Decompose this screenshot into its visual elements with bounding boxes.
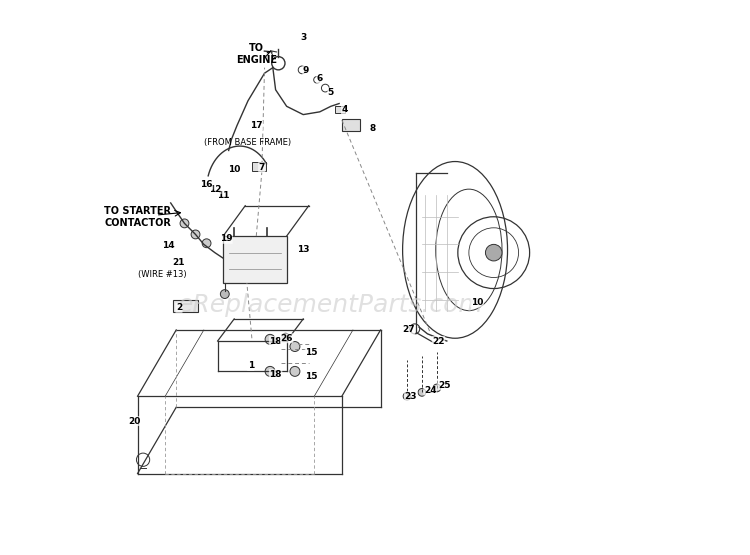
Circle shape: [220, 290, 230, 299]
Text: 3: 3: [300, 33, 306, 42]
Text: 27: 27: [402, 325, 415, 335]
Text: 19: 19: [220, 234, 232, 243]
Text: eReplacementParts.com: eReplacementParts.com: [178, 293, 484, 317]
Circle shape: [180, 219, 189, 228]
Text: (FROM BASE FRAME): (FROM BASE FRAME): [205, 138, 292, 147]
FancyBboxPatch shape: [224, 236, 286, 283]
Text: 23: 23: [405, 392, 417, 401]
Text: 9: 9: [303, 66, 309, 75]
Text: 14: 14: [161, 241, 174, 250]
Bar: [335, 107, 345, 113]
Circle shape: [433, 384, 441, 392]
Text: 12: 12: [209, 185, 221, 194]
Text: 10: 10: [228, 165, 240, 174]
Text: 11: 11: [217, 191, 229, 200]
Text: 15: 15: [305, 347, 318, 356]
Text: 8: 8: [369, 124, 375, 133]
Text: 18: 18: [269, 336, 282, 346]
Text: TO
ENGINE: TO ENGINE: [236, 43, 277, 64]
Text: 2: 2: [176, 304, 182, 312]
Text: 22: 22: [432, 336, 445, 346]
Text: 20: 20: [128, 417, 141, 426]
Text: 6: 6: [316, 74, 323, 83]
Text: 4: 4: [341, 104, 348, 114]
Text: 21: 21: [172, 258, 185, 266]
Text: 13: 13: [297, 245, 310, 254]
Text: 7: 7: [259, 163, 265, 171]
Text: 1: 1: [248, 361, 254, 370]
Circle shape: [202, 239, 211, 248]
Text: 15: 15: [305, 372, 318, 381]
Text: 17: 17: [250, 121, 262, 130]
Circle shape: [404, 392, 411, 400]
Circle shape: [485, 244, 502, 261]
Text: 26: 26: [280, 334, 293, 343]
Text: 5: 5: [328, 88, 334, 97]
Circle shape: [418, 388, 426, 396]
Circle shape: [290, 366, 300, 376]
Bar: [342, 119, 359, 131]
Text: 16: 16: [200, 180, 213, 189]
Bar: [173, 300, 198, 312]
Text: 10: 10: [471, 298, 483, 307]
Bar: [253, 162, 266, 171]
Circle shape: [290, 341, 300, 351]
Text: 18: 18: [269, 370, 282, 379]
Text: TO STARTER
CONTACTOR: TO STARTER CONTACTOR: [104, 206, 171, 228]
Text: (WIRE #13): (WIRE #13): [138, 270, 187, 279]
Circle shape: [191, 230, 200, 239]
Circle shape: [265, 334, 275, 344]
Text: 24: 24: [424, 386, 436, 395]
Circle shape: [265, 366, 275, 376]
Circle shape: [282, 333, 290, 341]
Text: 25: 25: [438, 381, 450, 390]
